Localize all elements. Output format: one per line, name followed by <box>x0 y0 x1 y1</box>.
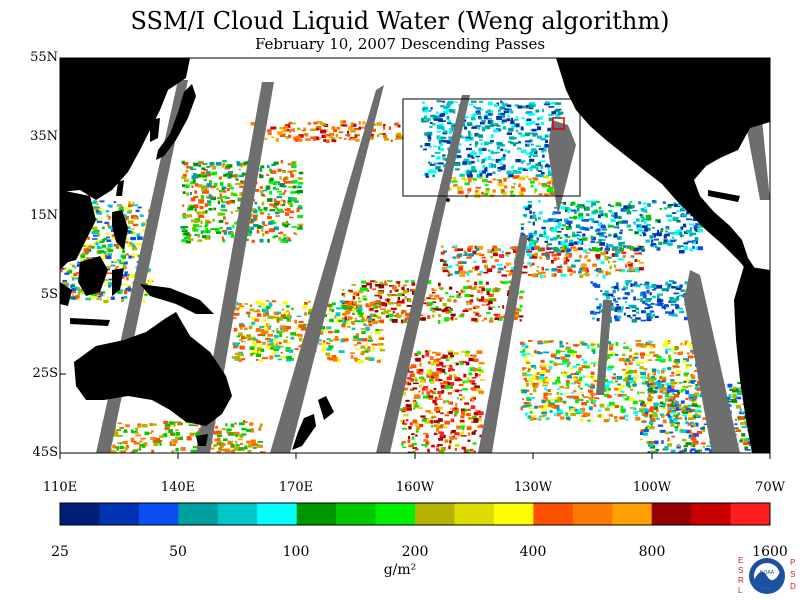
colorbar-label: 800 <box>638 544 666 560</box>
lat-label: 35N <box>30 129 58 144</box>
colorbar-swatch <box>217 503 258 525</box>
logo-letter: S <box>790 570 795 579</box>
swath-gap <box>684 270 740 453</box>
swath-gap <box>270 85 384 453</box>
lon-ticks <box>59 453 771 459</box>
lat-label: 15N <box>30 208 58 223</box>
japan <box>156 84 196 160</box>
new-guinea <box>140 284 214 314</box>
swath-gap <box>478 235 528 453</box>
sulawesi <box>112 268 124 296</box>
logo-letter: S <box>738 566 743 575</box>
lon-label: 160W <box>395 480 435 495</box>
australia <box>74 312 232 426</box>
logo-letter: R <box>738 576 744 585</box>
java <box>70 318 110 326</box>
lon-label: 170E <box>278 480 314 495</box>
chart-subtitle: February 10, 2007 Descending Passes <box>254 35 546 53</box>
colorbar-frame <box>59 502 771 526</box>
hawaii <box>446 198 450 202</box>
colorbar-swatch <box>375 503 416 525</box>
colorbar-label: 400 <box>519 544 547 560</box>
north-america <box>556 58 770 300</box>
cuba <box>708 190 740 202</box>
noaa-emblem-text: NOAA <box>760 570 775 576</box>
colorbar-swatch <box>178 503 219 525</box>
indochina <box>60 190 96 270</box>
colorbar-units: g/m² <box>383 562 417 578</box>
colorbar-swatch <box>296 503 337 525</box>
sumatra <box>60 282 72 306</box>
logo-letter: D <box>790 582 796 591</box>
colorbar-label: 25 <box>51 544 69 560</box>
colorbar-swatch <box>533 503 574 525</box>
analysis-box <box>402 98 581 197</box>
swath-gap <box>548 120 576 215</box>
swath-gap <box>596 300 612 395</box>
colorbar-swatch <box>651 503 692 525</box>
colorbar-label: 200 <box>401 544 429 560</box>
colorbar-label: 100 <box>282 544 310 560</box>
lon-label: 100W <box>632 480 672 495</box>
colorbar-swatch <box>138 503 179 525</box>
logo-letter: E <box>738 556 743 565</box>
logo-letter: L <box>738 586 743 595</box>
colorbar <box>60 503 771 525</box>
lat-label: 55N <box>30 50 58 65</box>
colorbar-swatch <box>415 503 455 525</box>
colorbar-swatch <box>60 503 100 525</box>
philippines <box>112 210 128 250</box>
asia-landmass <box>60 58 190 200</box>
lon-label: 70W <box>755 480 785 495</box>
colorbar-swatch <box>612 503 653 525</box>
chart-title: SSM/I Cloud Liquid Water (Weng algorithm… <box>130 7 670 35</box>
colorbar-swatch <box>257 503 298 525</box>
korea <box>150 118 160 142</box>
noaa-esrl-psd-logo: E S R L P S D NOAA <box>738 556 796 595</box>
lat-label: 25S <box>32 366 58 381</box>
colorbar-label: 50 <box>169 544 187 560</box>
tasmania <box>196 434 208 446</box>
colorbar-swatch <box>691 503 732 525</box>
swath-gap <box>376 95 470 453</box>
colorbar-swatch <box>99 503 140 525</box>
new-zealand-south <box>292 414 316 450</box>
colorbar-swatch <box>336 503 377 525</box>
colorbar-swatch <box>572 503 613 525</box>
colorbar-label: 1600 <box>752 544 788 560</box>
lon-label: 110E <box>42 480 78 495</box>
land <box>60 58 770 453</box>
colorbar-swatch <box>454 503 495 525</box>
colorbar-swatch <box>493 503 534 525</box>
borneo <box>78 256 108 296</box>
lat-label: 5S <box>40 287 58 302</box>
colorbar-swatch <box>730 503 771 525</box>
lat-label: 45S <box>32 445 58 460</box>
logo-letter: P <box>790 558 795 567</box>
south-america <box>734 266 770 453</box>
lon-label: 140E <box>160 480 196 495</box>
lat-ticks <box>60 57 66 454</box>
swath-gap <box>746 120 770 200</box>
station-marker <box>552 117 565 130</box>
taiwan <box>116 180 124 196</box>
lon-label: 130W <box>513 480 553 495</box>
new-zealand-north <box>318 396 334 420</box>
